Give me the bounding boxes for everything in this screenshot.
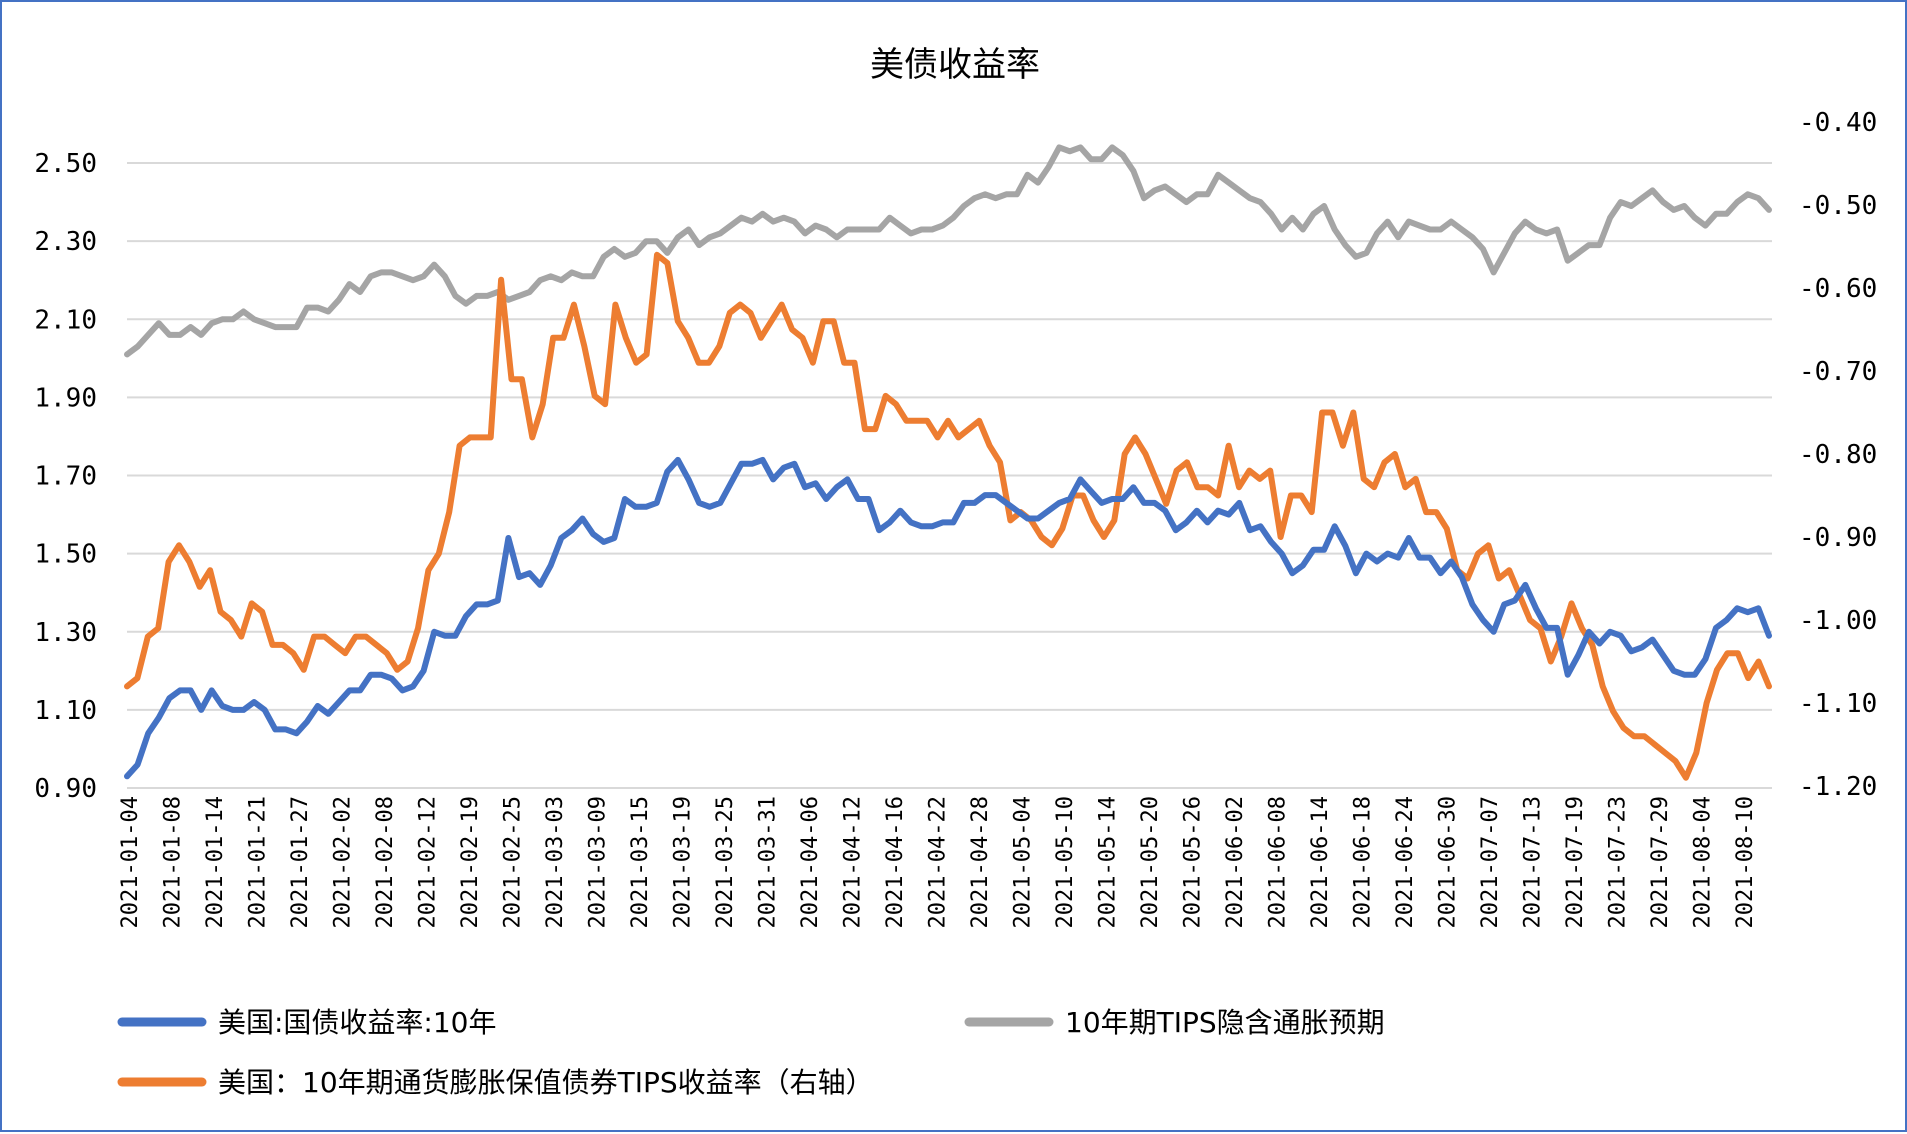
x-axis-tick-label: 2021-07-29: [1648, 796, 1673, 928]
x-axis-tick-label: 2021-06-18: [1351, 796, 1376, 928]
x-axis-tick-label: 2021-05-14: [1096, 796, 1121, 928]
right-axis-tick-label: -0.60: [1799, 274, 1877, 304]
right-axis-ticks: -1.20 -1.10 -1.00 -0.90 -0.80 -0.70 -0.60 -0.50…: [1799, 108, 1877, 802]
x-axis-tick-label: 2021-01-27: [288, 796, 313, 928]
x-axis-tick-label: 2021-03-25: [713, 796, 738, 928]
left-axis-tick-label: 2.30: [34, 227, 97, 257]
right-axis-tick-label: -1.20: [1799, 772, 1877, 802]
x-axis-tick-label: 2021-06-14: [1308, 796, 1333, 928]
x-axis-tick-label: 2021-06-30: [1436, 796, 1461, 928]
x-axis-tick-label: 2021-02-08: [373, 796, 398, 928]
x-axis-tick-label: 2021-01-21: [246, 796, 271, 928]
x-axis-tick-label: 2021-05-20: [1138, 796, 1163, 928]
series-lines: [124, 144, 1772, 781]
x-axis-tick-label: 2021-06-08: [1266, 796, 1291, 928]
x-axis-tick-label: 2021-06-02: [1223, 796, 1248, 928]
x-axis-tick-label: 2021-04-28: [968, 796, 993, 928]
right-axis-tick-label: -0.90: [1799, 523, 1877, 553]
right-axis-tick-label: -0.80: [1799, 440, 1877, 470]
legend: 美国:国债收益率:10年 10年期TIPS隐含通胀预期美国：10年期通货膨胀保值债…: [117, 1006, 1385, 1099]
x-axis-ticks: 2021-01-04 2021-01-08 2021-01-14 2021-01-21…: [118, 796, 1758, 928]
x-axis-tick-label: 2021-04-16: [883, 796, 908, 928]
x-axis-tick-label: 2021-05-04: [1011, 796, 1036, 928]
x-axis-tick-label: 2021-02-12: [416, 796, 441, 928]
x-axis-tick-label: 2021-07-13: [1521, 796, 1546, 928]
series-line: [124, 251, 1772, 781]
grid-lines: [127, 162, 1772, 789]
chart-title: 美债收益率: [870, 45, 1040, 85]
left-axis-tick-label: 1.50: [34, 540, 97, 570]
legend-label: 美国：10年期通货膨胀保值债券TIPS收益率（右轴）: [218, 1066, 874, 1099]
left-axis-tick-label: 1.10: [34, 696, 97, 726]
x-axis-tick-label: 2021-02-25: [501, 796, 526, 928]
x-axis-tick-label: 2021-07-07: [1478, 796, 1503, 928]
left-axis-tick-label: 1.30: [34, 618, 97, 648]
x-axis-tick-label: 2021-05-10: [1053, 796, 1078, 928]
right-axis-tick-label: -1.00: [1799, 606, 1877, 636]
right-axis-tick-label: -0.40: [1799, 108, 1877, 138]
left-axis-ticks: 0.90 1.10 1.30 1.50 1.70 1.90 2.10 2.30 2.50: [34, 149, 97, 804]
x-axis-tick-label: 2021-07-19: [1563, 796, 1588, 928]
series-line: [124, 456, 1772, 780]
legend-label: 10年期TIPS隐含通胀预期: [1065, 1006, 1385, 1039]
x-axis-tick-label: 2021-01-04: [118, 796, 143, 928]
x-axis-tick-label: 2021-02-19: [458, 796, 483, 928]
x-axis-tick-label: 2021-02-02: [331, 796, 356, 928]
left-axis-tick-label: 1.70: [34, 462, 97, 492]
x-axis-tick-label: 2021-03-03: [543, 796, 568, 928]
right-axis-tick-label: -0.50: [1799, 191, 1877, 221]
left-axis-tick-label: 2.10: [34, 305, 97, 335]
left-axis-tick-label: 1.90: [34, 383, 97, 413]
x-axis-tick-label: 2021-04-22: [926, 796, 951, 928]
x-axis-tick-label: 2021-03-31: [756, 796, 781, 928]
x-axis-tick-label: 2021-04-06: [798, 796, 823, 928]
legend-label: 美国:国债收益率:10年: [218, 1006, 497, 1039]
x-axis-tick-label: 2021-08-04: [1691, 796, 1716, 928]
left-axis-tick-label: 0.90: [34, 774, 97, 804]
x-axis-tick-label: 2021-03-15: [628, 796, 653, 928]
x-axis-tick-label: 2021-07-23: [1606, 796, 1631, 928]
x-axis-tick-label: 2021-03-09: [586, 796, 611, 928]
x-axis-tick-label: 2021-04-12: [841, 796, 866, 928]
series-line: [124, 144, 1772, 358]
right-axis-tick-label: -0.70: [1799, 357, 1877, 387]
left-axis-tick-label: 2.50: [34, 149, 97, 179]
x-axis-tick-label: 2021-01-08: [161, 796, 186, 928]
x-axis-tick-label: 2021-08-10: [1733, 796, 1758, 928]
x-axis-tick-label: 2021-06-24: [1393, 796, 1418, 928]
x-axis-tick-label: 2021-03-19: [671, 796, 696, 928]
right-axis-tick-label: -1.10: [1799, 689, 1877, 719]
x-axis-tick-label: 2021-01-14: [203, 796, 228, 928]
x-axis-tick-label: 2021-05-26: [1181, 796, 1206, 928]
